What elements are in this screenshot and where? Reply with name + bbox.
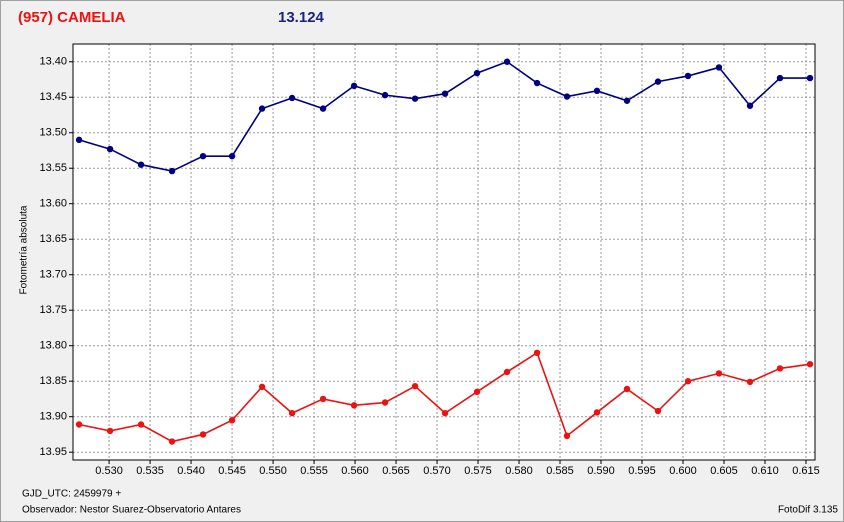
data-point [228, 152, 236, 160]
y-tick-label: 13.95 [39, 446, 67, 458]
data-point [503, 58, 511, 65]
x-tick-label: 0.575 [464, 465, 492, 477]
data-point [75, 136, 83, 144]
data-point [746, 378, 754, 386]
plot-frame [72, 43, 816, 461]
data-point [684, 72, 692, 80]
x-tick-label: 0.605 [710, 465, 738, 477]
data-point [746, 102, 754, 109]
data-point [106, 145, 114, 153]
x-tick-label: 0.615 [792, 465, 820, 477]
data-point [319, 395, 327, 403]
data-point [288, 94, 296, 102]
y-tick-label: 13.85 [39, 375, 67, 387]
data-point [258, 105, 266, 112]
x-tick-label: 0.595 [628, 465, 656, 477]
data-point [563, 93, 571, 100]
data-point [563, 432, 571, 440]
data-point [776, 365, 784, 372]
data-point [654, 78, 662, 85]
data-point [168, 167, 176, 175]
data-point [715, 64, 723, 71]
data-point [593, 87, 601, 95]
y-tick-label: 13.70 [39, 269, 67, 281]
annotation: Observador: Nestor Suarez-Observatorio A… [22, 505, 241, 516]
data-point [715, 370, 723, 377]
data-point [623, 97, 631, 104]
y-tick-label: 13.60 [39, 198, 67, 210]
x-tick-label: 0.600 [669, 465, 697, 477]
y-tick-label: 13.45 [39, 91, 67, 103]
data-point [411, 382, 419, 390]
data-point [441, 409, 449, 417]
data-point [684, 378, 692, 385]
data-point [288, 409, 296, 417]
x-tick-label: 0.535 [136, 465, 164, 477]
x-tick-label: 0.530 [95, 465, 123, 477]
y-tick-label: 13.40 [39, 56, 67, 68]
data-point [473, 69, 481, 77]
data-point [654, 407, 662, 415]
data-point [806, 74, 814, 82]
data-point [623, 385, 631, 393]
chart-title: (957) CAMELIA [18, 9, 126, 26]
data-point [441, 90, 449, 97]
data-point [199, 431, 207, 438]
annotation: FotoDif 3.135 [778, 505, 838, 516]
data-point [503, 368, 511, 376]
y-tick-label: 13.65 [39, 233, 67, 245]
annotation: GJD_UTC: 2459979 + [22, 489, 121, 500]
data-point [106, 427, 114, 435]
data-point [75, 421, 83, 428]
data-point [776, 74, 784, 82]
data-point [319, 105, 327, 112]
y-tick-label: 13.50 [39, 127, 67, 139]
x-tick-label: 0.570 [423, 465, 451, 477]
data-point [381, 399, 389, 406]
data-point [258, 383, 266, 391]
x-tick-label: 0.555 [300, 465, 328, 477]
x-tick-label: 0.550 [259, 465, 287, 477]
y-tick-label: 13.90 [39, 411, 67, 423]
x-tick-label: 0.540 [177, 465, 205, 477]
x-tick-label: 0.580 [505, 465, 533, 477]
data-point [168, 438, 176, 445]
plot-area [73, 44, 815, 460]
y-tick-label: 13.80 [39, 340, 67, 352]
y-tick-label: 13.75 [39, 304, 67, 316]
data-point [199, 152, 207, 160]
y-axis-label: Fotometría absoluta [19, 205, 30, 294]
x-tick-label: 0.545 [218, 465, 246, 477]
data-point [473, 388, 481, 396]
x-tick-label: 0.565 [382, 465, 410, 477]
x-tick-label: 0.610 [751, 465, 779, 477]
x-tick-label: 0.560 [341, 465, 369, 477]
data-point [137, 161, 145, 168]
data-point [137, 421, 145, 428]
data-point [350, 402, 358, 409]
data-point [350, 82, 358, 90]
x-tick-label: 0.590 [587, 465, 615, 477]
data-point [411, 95, 419, 102]
data-point [228, 417, 236, 424]
x-tick-label: 0.585 [546, 465, 574, 477]
data-point [533, 79, 541, 87]
data-point [593, 409, 601, 416]
y-tick-label: 13.55 [39, 162, 67, 174]
data-point [806, 360, 814, 368]
data-point [533, 349, 541, 357]
data-point [381, 91, 389, 99]
chart-subtitle: 13.124 [278, 9, 325, 26]
